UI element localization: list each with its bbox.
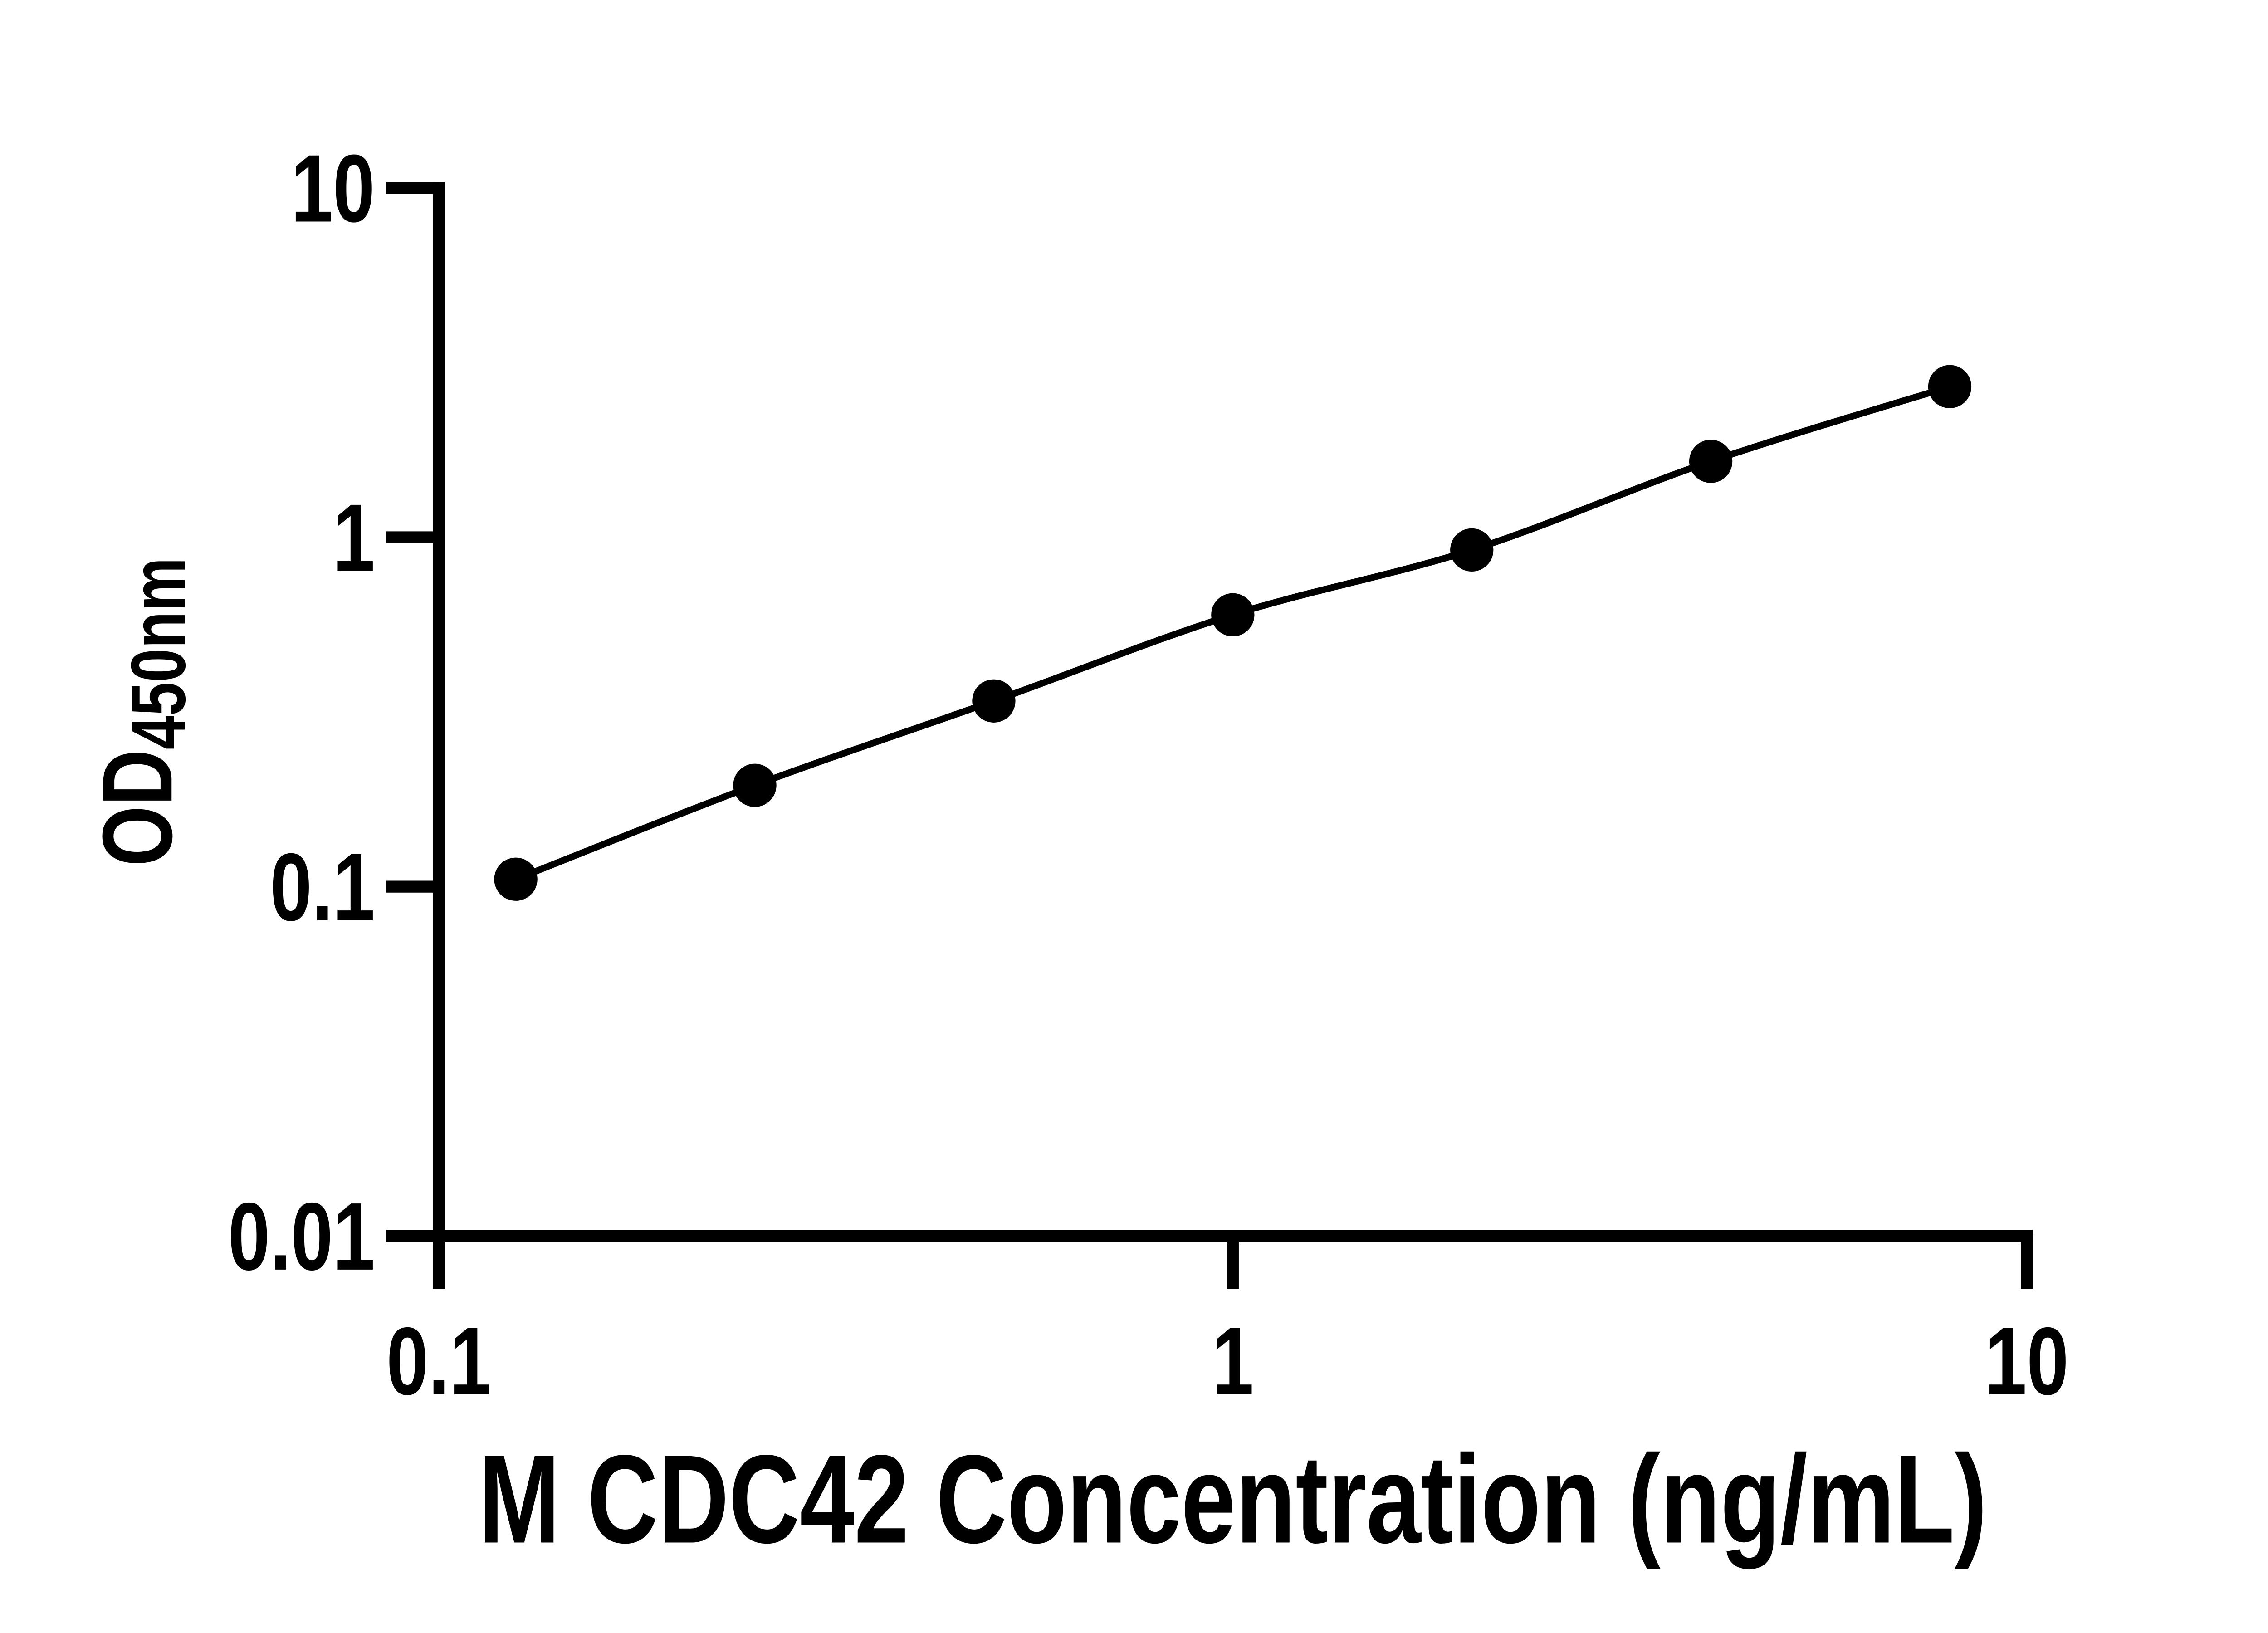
axes bbox=[433, 182, 2033, 1242]
y-axis-tick-label: 10 bbox=[291, 135, 375, 242]
y-axis-title-subscript: 450nm bbox=[116, 557, 201, 749]
data-point bbox=[494, 857, 538, 901]
x-axis-tick-label: 0.1 bbox=[386, 1308, 491, 1415]
data-point bbox=[1450, 528, 1494, 572]
data-point bbox=[733, 763, 777, 807]
y-axis: 0.01 0.1 1 10 bbox=[228, 135, 439, 1291]
x-axis: 0.1 1 10 bbox=[386, 1236, 2069, 1415]
x-axis-tick-label: 1 bbox=[1212, 1308, 1254, 1415]
y-axis-tick-label: 0.1 bbox=[270, 834, 375, 941]
data-point bbox=[1689, 440, 1733, 483]
y-axis-title-main: OD bbox=[82, 749, 193, 866]
y-axis-tick-label: 1 bbox=[333, 484, 375, 592]
axis-spines bbox=[433, 182, 2033, 1242]
y-axis-title: OD450nm bbox=[82, 557, 201, 866]
y-axis-tick-label: 0.01 bbox=[228, 1183, 375, 1291]
data-point bbox=[1928, 365, 1972, 408]
x-axis-title: M CDC42 Concentration (ng/mL) bbox=[479, 1429, 1987, 1569]
x-axis-tick-label: 10 bbox=[1985, 1308, 2069, 1415]
data-point bbox=[1211, 593, 1255, 636]
data-point bbox=[972, 679, 1016, 723]
data-series bbox=[494, 365, 1972, 901]
